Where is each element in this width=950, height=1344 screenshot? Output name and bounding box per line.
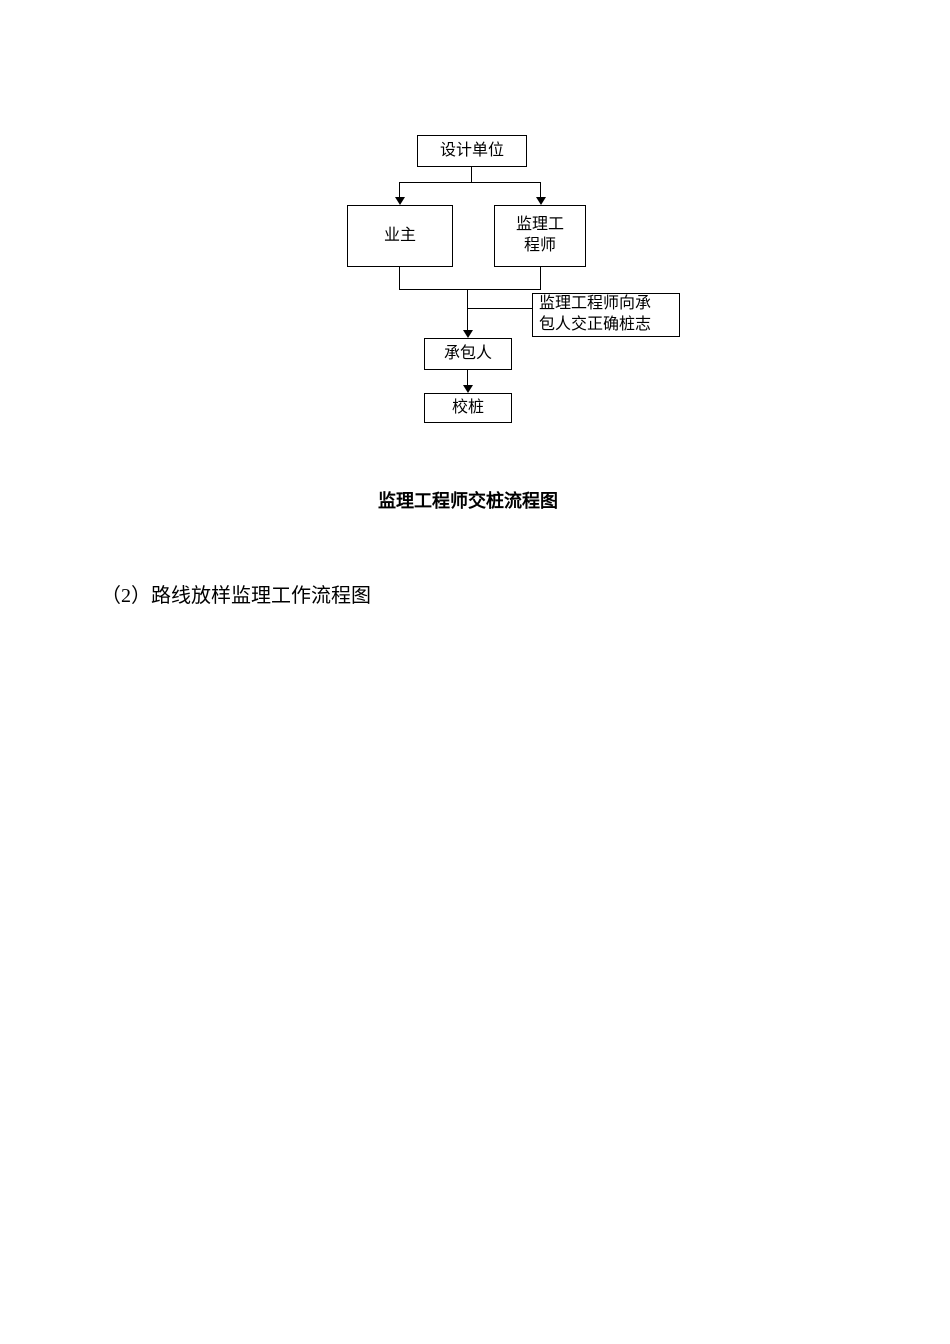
- subheading-text: （2）路线放样监理工作流程图: [101, 585, 371, 607]
- flowchart-caption: 监理工程师交桩流程图: [378, 487, 558, 513]
- arrow-icon: [463, 330, 473, 338]
- node-side-note: 监理工程师向承包人交正确桩志: [532, 293, 680, 337]
- node-label: 承包人: [444, 344, 492, 365]
- edge-line: [540, 182, 541, 197]
- edge-line: [399, 182, 541, 183]
- section-subheading: （2）路线放样监理工作流程图: [101, 579, 371, 608]
- node-design-unit: 设计单位: [417, 135, 527, 167]
- edge-line: [399, 267, 400, 289]
- node-label: 业主: [384, 226, 416, 247]
- node-label: 监理工程师向承包人交正确桩志: [539, 294, 651, 336]
- node-engineer: 监理工程师: [494, 205, 586, 267]
- diagram-canvas: 设计单位 业主 监理工程师 监理工程师向承包人交正确桩志 承包人 校桩: [0, 0, 950, 1344]
- edge-line: [399, 289, 541, 290]
- edge-line: [467, 289, 468, 330]
- arrow-icon: [536, 197, 546, 205]
- caption-text: 监理工程师交桩流程图: [378, 491, 558, 511]
- node-label: 监理工程师: [516, 215, 564, 257]
- edge-line: [399, 182, 400, 197]
- node-contractor: 承包人: [424, 338, 512, 370]
- edge-line: [471, 167, 472, 182]
- node-label: 设计单位: [440, 141, 504, 162]
- arrow-icon: [463, 385, 473, 393]
- node-label: 校桩: [452, 398, 484, 419]
- arrow-icon: [395, 197, 405, 205]
- edge-line: [540, 267, 541, 289]
- node-owner: 业主: [347, 205, 453, 267]
- node-check-pile: 校桩: [424, 393, 512, 423]
- edge-line: [467, 308, 532, 309]
- edge-line: [467, 370, 468, 385]
